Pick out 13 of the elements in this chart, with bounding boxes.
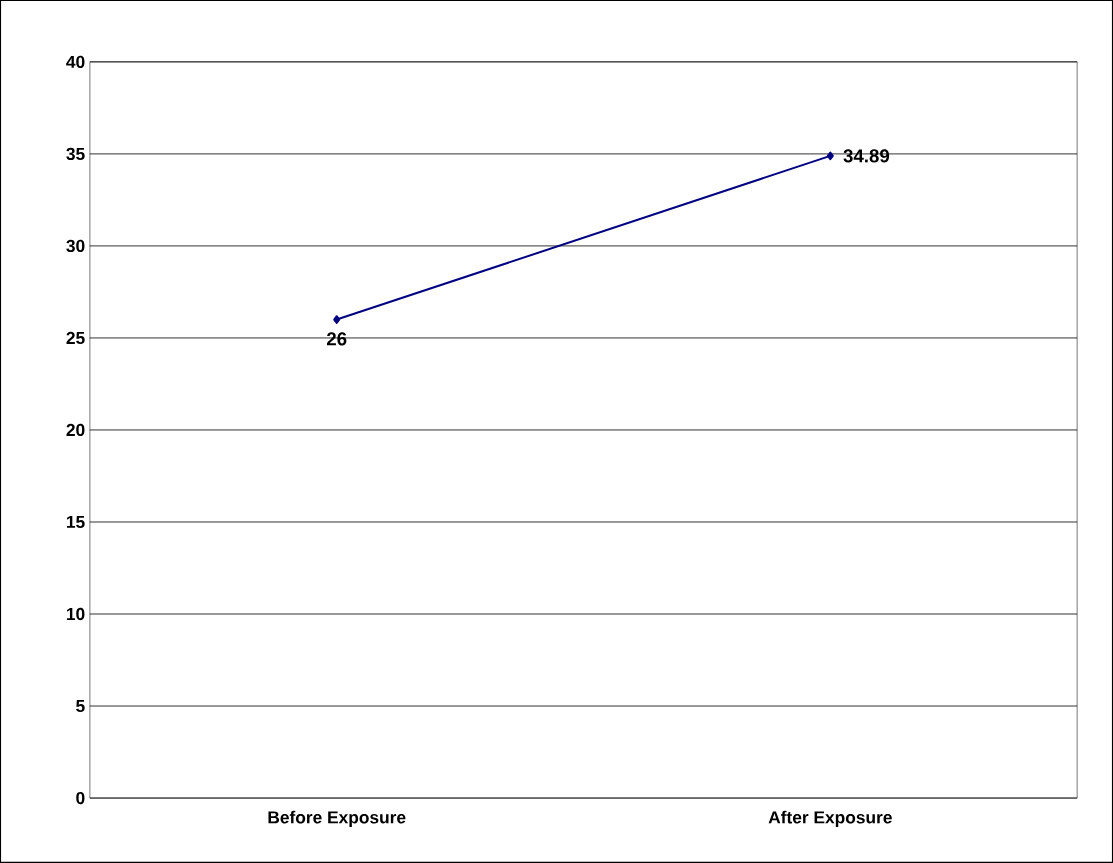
- y-tick-label: 0: [76, 791, 85, 805]
- y-tick-label: 40: [66, 55, 85, 69]
- y-tick-label: 15: [66, 515, 85, 529]
- y-tick-label: 35: [66, 147, 85, 161]
- x-tick-label: Before Exposure: [268, 810, 406, 827]
- data-label: 26: [326, 332, 347, 346]
- y-tick-label: 25: [66, 331, 85, 345]
- y-tick-label: 10: [66, 607, 85, 621]
- x-tick-label: After Exposure: [768, 810, 892, 827]
- y-tick-label: 20: [66, 423, 85, 437]
- data-label: 34.89: [843, 149, 890, 163]
- y-tick-label: 30: [66, 239, 85, 253]
- y-tick-label: 5: [76, 700, 85, 713]
